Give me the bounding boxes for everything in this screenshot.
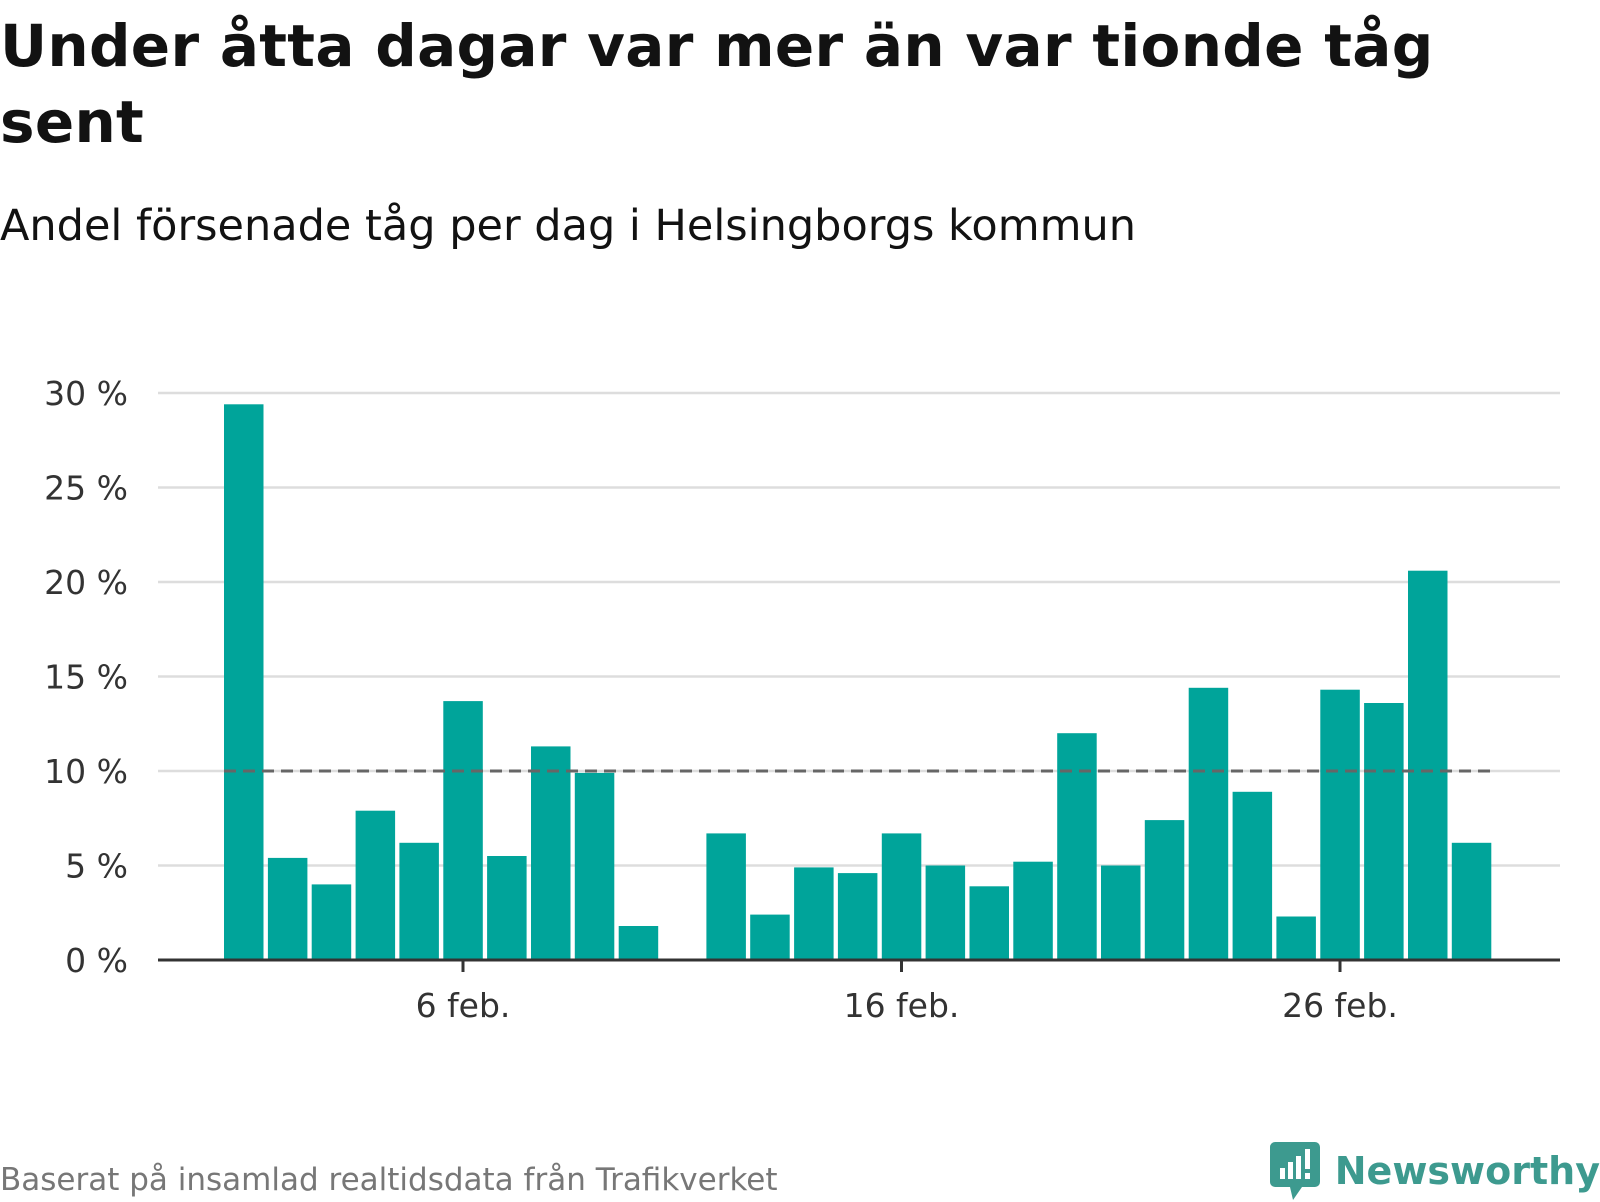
bar [925, 865, 966, 960]
bar [267, 857, 308, 960]
bar [224, 404, 264, 960]
bar [1364, 703, 1404, 960]
y-tick-label: 10 % [44, 752, 128, 791]
bar [1188, 687, 1229, 960]
y-tick-label: 30 % [44, 374, 128, 413]
y-axis-ticks: 0 % 5 % 10 % 15 % 20 % 25 % 30 % [44, 374, 128, 980]
chart-title: Under åtta dagar var mer än var tionde t… [0, 12, 1434, 156]
x-tick-label: 26 feb. [1282, 986, 1398, 1025]
bar [1101, 865, 1141, 960]
bar [399, 842, 439, 960]
bar [311, 884, 352, 960]
bar-chart: 0 % 5 % 10 % 15 % 20 % 25 % 30 % 6 feb. 16 feb.… [44, 374, 1560, 1025]
newsworthy-logo[interactable]: Newsworthy [1269, 1140, 1600, 1202]
source-note: Baserat på insamlad realtidsdata från Tr… [0, 1162, 778, 1198]
bar [1451, 842, 1492, 960]
bar [969, 886, 1009, 960]
bar [881, 833, 922, 960]
bar [443, 701, 483, 960]
bar [574, 772, 615, 960]
bar [750, 914, 790, 960]
bar [837, 873, 878, 960]
bar [706, 833, 746, 960]
bar [1144, 820, 1185, 960]
chart-subtitle: Andel försenade tåg per dag i Helsingbor… [0, 201, 1137, 251]
x-axis-ticks: 6 feb. 16 feb. 26 feb. [416, 960, 1398, 1025]
bar [355, 810, 396, 960]
bar [1320, 689, 1360, 960]
x-tick-label: 16 feb. [844, 986, 960, 1025]
y-tick-label: 0 % [65, 941, 128, 980]
y-tick-label: 25 % [44, 469, 128, 508]
bar [1232, 791, 1273, 960]
bar [1408, 570, 1448, 960]
bar [1057, 733, 1097, 960]
bar [487, 856, 527, 960]
bar [531, 746, 571, 960]
y-tick-label: 20 % [44, 563, 128, 602]
newsworthy-logo-text: Newsworthy [1334, 1149, 1600, 1193]
bar [618, 926, 659, 960]
x-tick-label: 6 feb. [416, 986, 511, 1025]
y-tick-label: 15 % [44, 658, 128, 697]
newsworthy-logo-icon [1269, 1142, 1320, 1200]
bar [1276, 916, 1316, 960]
y-tick-label: 5 % [65, 847, 128, 886]
bar [1013, 861, 1053, 960]
bars [224, 404, 1492, 960]
bar [794, 867, 834, 960]
